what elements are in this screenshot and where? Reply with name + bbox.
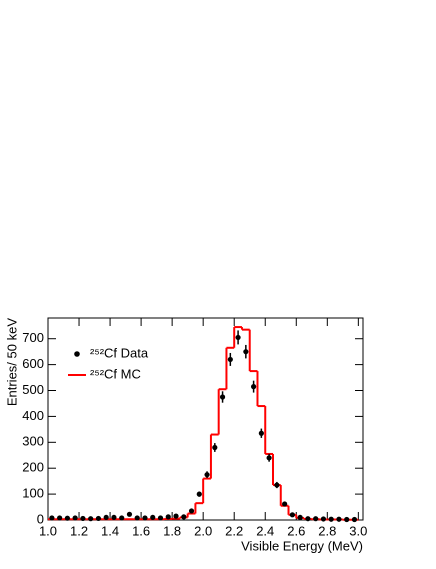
data-point — [188, 508, 195, 514]
x-tick-label: 2.6 — [287, 523, 305, 538]
data-point — [142, 515, 148, 521]
data-point — [219, 394, 226, 400]
data-point — [150, 514, 156, 521]
plot-frame — [47, 317, 364, 521]
x-tick-label: 2.4 — [256, 523, 274, 538]
y-tick-label: 300 — [22, 434, 44, 449]
y-tick-label: 100 — [22, 486, 44, 501]
y-tick-label: 500 — [22, 382, 44, 397]
data-point — [204, 472, 210, 478]
data-point — [289, 512, 295, 518]
x-tick-label: 1.8 — [163, 523, 181, 538]
data-point — [95, 515, 102, 522]
data-point — [328, 516, 334, 522]
data-point — [320, 516, 327, 522]
data-point — [173, 513, 179, 519]
x-tick-label: 1.4 — [101, 523, 119, 538]
y-tick-label: 700 — [22, 330, 44, 345]
legend-label: ²⁵²Cf Data — [90, 345, 149, 360]
data-point — [266, 455, 272, 461]
data-point — [313, 516, 319, 522]
x-axis-title: Visible Energy (MeV) — [241, 538, 363, 553]
data-point — [165, 514, 171, 520]
x-tick-label: 1.6 — [132, 523, 150, 538]
y-tick-label: 200 — [22, 460, 44, 475]
data-point — [258, 430, 264, 436]
data-point — [305, 516, 311, 522]
data-point — [181, 514, 187, 520]
data-point — [134, 515, 140, 521]
data-point — [282, 501, 288, 507]
data-point — [157, 515, 164, 521]
y-tick-label: 0 — [37, 511, 44, 526]
data-point — [119, 515, 125, 521]
x-tick-label: 2.0 — [194, 523, 212, 538]
data-point — [235, 334, 241, 341]
y-tick-label: 400 — [22, 408, 44, 423]
data-point — [88, 516, 94, 522]
data-point — [49, 515, 55, 521]
x-tick-label: 2.8 — [318, 523, 336, 538]
data-point — [336, 516, 342, 522]
data-point — [196, 491, 202, 497]
data-point — [80, 515, 86, 522]
data-point — [126, 511, 133, 517]
y-tick-label: 600 — [22, 356, 44, 371]
data-point — [251, 384, 257, 390]
data-point — [64, 515, 70, 521]
x-tick-label: 3.0 — [349, 523, 367, 538]
x-tick-label: 2.2 — [225, 523, 243, 538]
legend-marker — [74, 351, 80, 357]
data-point — [274, 482, 280, 488]
data-point — [212, 444, 218, 451]
data-point — [111, 514, 117, 521]
x-tick-label: 1.0 — [39, 523, 57, 538]
data-point — [243, 349, 249, 355]
data-point — [227, 356, 233, 363]
data-point — [297, 514, 303, 521]
data-point — [351, 516, 358, 523]
data-point — [57, 515, 63, 521]
x-tick-label: 1.2 — [70, 523, 88, 538]
legend-label: ²⁵²Cf MC — [90, 366, 141, 381]
data-point — [103, 514, 109, 521]
data-point — [72, 515, 78, 521]
data-point — [344, 516, 350, 523]
y-axis-title: Entries/ 50 keV — [4, 318, 19, 406]
